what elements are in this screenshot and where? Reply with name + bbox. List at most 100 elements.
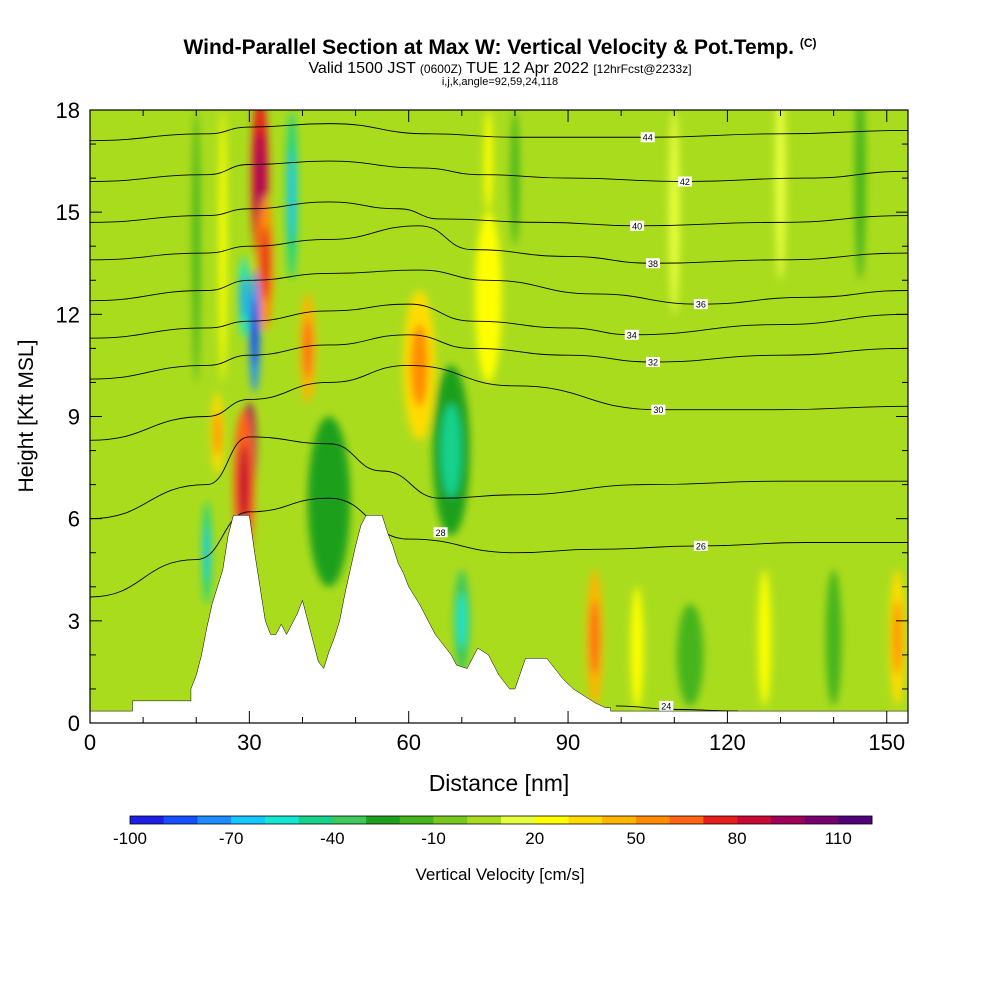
theta-contour bbox=[90, 123, 908, 142]
x-tick-label: 60 bbox=[396, 730, 420, 755]
velocity-cell bbox=[484, 110, 493, 213]
colorbar-swatch bbox=[130, 816, 165, 824]
velocity-core bbox=[251, 297, 258, 366]
x-tick-label: 90 bbox=[556, 730, 580, 755]
velocity-core bbox=[238, 443, 250, 526]
colorbar-swatch bbox=[433, 816, 468, 824]
colorbar-swatch bbox=[332, 816, 367, 824]
velocity-core bbox=[204, 524, 210, 581]
contour-label: 32 bbox=[648, 358, 658, 368]
colorbar-swatch bbox=[635, 816, 670, 824]
colorbar-swatch bbox=[737, 816, 772, 824]
contour-label: 26 bbox=[696, 541, 706, 551]
velocity-core bbox=[303, 318, 312, 379]
y-tick-label: 6 bbox=[68, 507, 80, 532]
velocity-cell bbox=[630, 586, 644, 710]
y-tick-label: 12 bbox=[56, 302, 80, 327]
contour-label-bg bbox=[646, 258, 661, 269]
velocity-cell bbox=[307, 416, 351, 587]
velocity-cell bbox=[510, 110, 520, 247]
terrain bbox=[90, 515, 908, 723]
y-tick-label: 3 bbox=[68, 609, 80, 634]
x-tick-label: 120 bbox=[709, 730, 746, 755]
colorbar: -100 -70 -40 -10 20 50 80 110 bbox=[113, 815, 873, 848]
terrain-outline bbox=[89, 515, 909, 723]
velocity-cell bbox=[475, 212, 502, 383]
colorbar-swatch bbox=[534, 816, 569, 824]
colorbar-tick-label: 80 bbox=[728, 829, 747, 848]
contour-label-bg bbox=[677, 176, 692, 187]
colorbar-tick-label: -70 bbox=[219, 829, 244, 848]
colorbar-swatch bbox=[703, 816, 738, 824]
colorbar-swatch bbox=[501, 816, 536, 824]
valid-date: TUE 12 Apr 2022 bbox=[466, 60, 589, 77]
contour-label: 38 bbox=[648, 259, 658, 269]
colorbar-swatch bbox=[602, 816, 637, 824]
theta-contour bbox=[90, 334, 908, 380]
colorbar-swatch bbox=[804, 816, 839, 824]
y-axis-label: Height [Kft MSL] bbox=[15, 340, 38, 493]
colorbar-swatch bbox=[298, 816, 333, 824]
colorbar-swatch bbox=[163, 816, 198, 824]
velocity-core bbox=[440, 403, 462, 498]
contour-label-bg bbox=[651, 404, 666, 415]
contour-label-bg bbox=[433, 527, 448, 538]
valid-time: Valid 1500 JST bbox=[308, 60, 416, 77]
colorbar-swatch bbox=[669, 816, 704, 824]
y-tick-label: 18 bbox=[56, 98, 80, 123]
contour-label-bg bbox=[624, 329, 639, 340]
velocity-cell bbox=[854, 110, 866, 281]
contour-label-bg bbox=[630, 220, 645, 231]
velocity-cell bbox=[676, 603, 704, 706]
colorbar-swatch bbox=[366, 816, 401, 824]
velocity-cell bbox=[668, 110, 680, 315]
velocity-cell bbox=[825, 569, 842, 706]
velocity-cell bbox=[758, 569, 771, 706]
forecast-info: [12hrFcst@2233z] bbox=[593, 62, 692, 76]
chart-title: Wind-Parallel Section at Max W: Vertical… bbox=[183, 36, 817, 59]
velocity-core bbox=[213, 411, 221, 457]
y-tick-label: 0 bbox=[68, 711, 80, 736]
colorbar-tick-label: -40 bbox=[320, 829, 345, 848]
colorbar-swatch bbox=[770, 816, 805, 824]
velocity-core bbox=[241, 274, 247, 320]
colorbar-swatch bbox=[568, 816, 603, 824]
colorbar-swatch bbox=[231, 816, 266, 824]
theta-contour bbox=[90, 160, 908, 182]
contour-label: 44 bbox=[643, 133, 653, 143]
velocity-core bbox=[590, 600, 599, 676]
colorbar-swatch bbox=[399, 816, 434, 824]
colorbar-swatch bbox=[838, 816, 873, 824]
contour-label-bg bbox=[693, 540, 708, 551]
theta-contour bbox=[90, 303, 908, 339]
contour-label: 34 bbox=[627, 330, 637, 340]
contour-label: 30 bbox=[653, 405, 663, 415]
copyright-mark: (C) bbox=[799, 36, 817, 50]
velocity-core bbox=[260, 225, 270, 301]
contour-label-bg bbox=[693, 299, 708, 310]
grid-indices: i,j,k,angle=92,59,24,118 bbox=[441, 76, 559, 88]
velocity-core bbox=[892, 600, 902, 676]
colorbar-tick-label: -100 bbox=[113, 829, 147, 848]
y-tick-label: 9 bbox=[68, 405, 80, 430]
colorbar-tick-label: 50 bbox=[626, 829, 645, 848]
colorbar-tick-label: -10 bbox=[421, 829, 446, 848]
velocity-cell bbox=[775, 110, 786, 281]
contour-label: 36 bbox=[696, 300, 706, 310]
theta-contour bbox=[90, 497, 908, 598]
velocity-core bbox=[288, 148, 295, 242]
contour-label: 28 bbox=[436, 528, 446, 538]
theta-contour bbox=[90, 436, 908, 520]
colorbar-swatch bbox=[467, 816, 502, 824]
contour-label-bg bbox=[659, 700, 674, 711]
colorbar-label: Vertical Velocity [cm/s] bbox=[415, 865, 584, 884]
colorbar-tick-label: 110 bbox=[825, 829, 852, 848]
velocity-cell bbox=[192, 110, 200, 383]
chart-subtitle: Valid 1500 JST (0600Z) TUE 12 Apr 2022 [… bbox=[0, 60, 1000, 78]
velocity-cell bbox=[219, 110, 227, 383]
contour-label: 42 bbox=[680, 177, 690, 187]
theta-contours: 24 26 28 30 32 34 36 38 40 42 44 bbox=[90, 123, 908, 712]
x-axis-label: Distance [nm] bbox=[429, 770, 570, 796]
